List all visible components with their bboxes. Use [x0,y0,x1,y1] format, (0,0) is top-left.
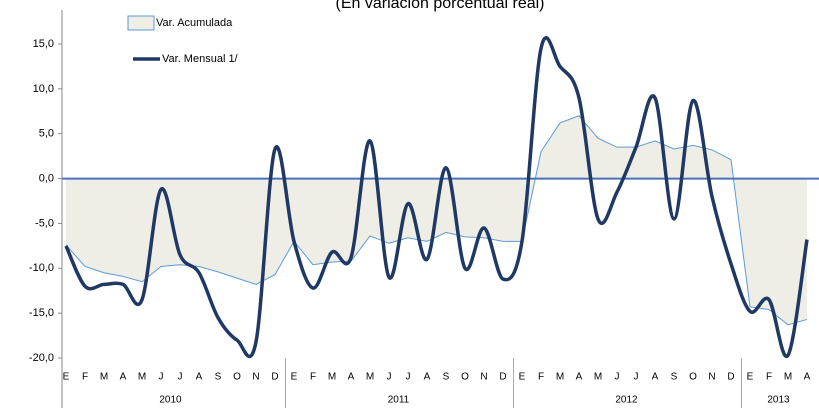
x-tick-label: E [747,372,754,383]
x-tick-label: F [82,372,88,383]
x-tick-label: J [387,372,392,383]
line [64,36,809,359]
x-tick-label: E [63,372,70,383]
year-label: 2010 [159,395,182,406]
x-tick-label: E [291,372,298,383]
x-tick-label: D [271,372,278,383]
x-tick-label: N [480,372,487,383]
x-tick-label: A [348,372,355,383]
y-tick-label: 10,0 [33,83,54,95]
y-tick-label: 5,0 [39,128,54,140]
chart-title: (En variación porcentual real) [336,0,545,12]
y-tick-label: -5,0 [35,217,54,229]
year-label: 2011 [388,395,410,406]
x-tick-label: M [784,372,792,383]
x-tick-label: M [138,372,146,383]
x-tick-label: M [328,372,336,383]
x-tick-label: A [120,372,127,383]
x-tick-label: N [708,372,715,383]
x-tick-label: M [100,372,108,383]
x-tick-label: J [178,372,183,383]
legend-label: Var. Acumulada [156,17,233,29]
y-tick-label: -20,0 [29,352,54,364]
year-label: 2012 [615,395,638,406]
x-tick-label: O [689,372,697,383]
x-tick-label: J [159,372,164,383]
x-tick-label: D [727,372,734,383]
x-tick-label: S [671,372,678,383]
x-tick-label: S [443,372,450,383]
x-tick-label: A [804,372,811,383]
x-tick-label: J [406,372,411,383]
x-tick-label: J [615,372,620,383]
x-tick-label: O [461,372,469,383]
x-tick-label: E [519,372,526,383]
y-tick-label: -15,0 [29,307,54,319]
x-tick-label: F [766,372,772,383]
y-tick-label: -10,0 [29,262,54,274]
x-tick-label: N [252,372,259,383]
x-tick-label: M [594,372,602,383]
legend-label: Var. Mensual 1/ [162,53,239,65]
x-tick-label: A [576,372,583,383]
y-tick-label: 15,0 [33,38,54,50]
y-tick-label: 0,0 [39,172,54,184]
legend-swatch [127,15,155,31]
x-tick-label: M [556,372,564,383]
x-tick-label: F [310,372,316,383]
x-tick-label: A [424,372,431,383]
year-label: 2013 [767,395,790,406]
x-tick-label: F [538,372,544,383]
x-tick-label: O [233,372,241,383]
x-tick-label: A [196,372,203,383]
x-tick-label: A [652,372,659,383]
x-tick-label: D [499,372,506,383]
x-tick-label: S [215,372,222,383]
x-tick-label: J [634,372,639,383]
x-tick-label: M [366,372,374,383]
